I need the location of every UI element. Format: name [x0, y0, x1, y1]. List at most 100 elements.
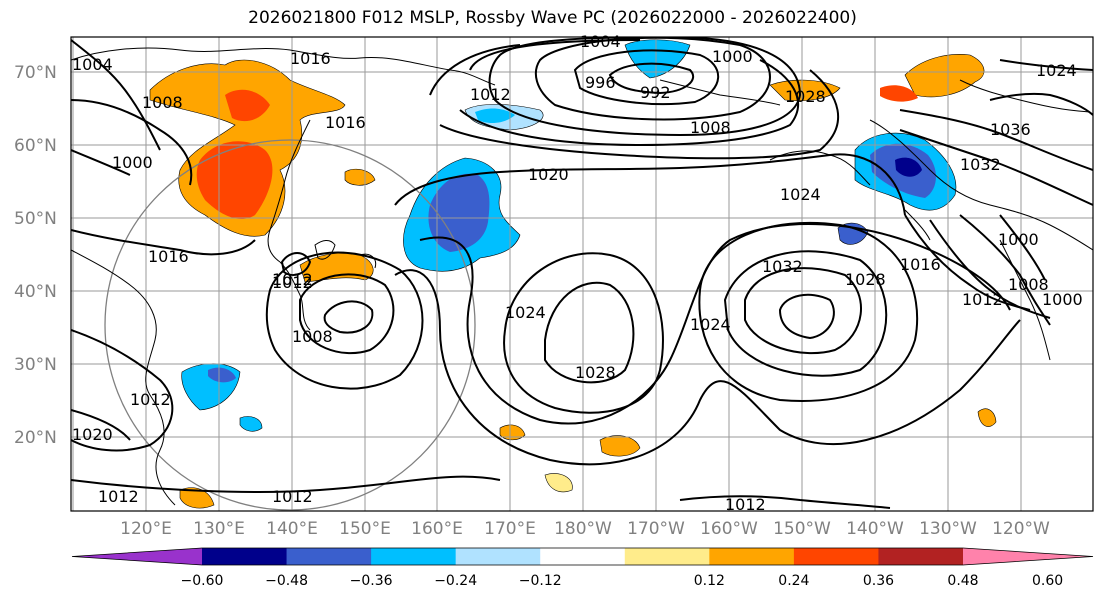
lon-label: 160°E	[411, 519, 463, 539]
isobar-1012-japan	[299, 273, 395, 355]
colorbar-extend-low	[72, 548, 202, 565]
isobar-1028-east	[723, 250, 888, 377]
isobar-1004-asia	[71, 39, 161, 151]
colorbar-segment	[455, 548, 541, 565]
isobar-1012-asia	[71, 329, 174, 452]
colorbar-segment	[878, 548, 964, 565]
contour-label: 1016	[290, 49, 331, 68]
lon-label: 120°E	[120, 519, 172, 539]
contour-label: 1012	[272, 273, 313, 292]
contour-label: 1012	[725, 495, 766, 514]
isobar-1020	[394, 153, 906, 216]
colorbar-segment	[202, 548, 288, 565]
contour-label: 1008	[1008, 275, 1049, 294]
lat-label: 40°N	[14, 282, 57, 302]
contour-label: 1032	[762, 257, 803, 276]
contour-label: 1024	[780, 185, 821, 204]
isobar-1016-na	[904, 214, 1031, 311]
longitude-labels: 120°E 130°E 140°E 150°E 160°E 170°E 180°…	[120, 519, 1050, 539]
colorbar-tick-label: −0.60	[181, 573, 224, 589]
contour-label: 1012	[272, 487, 313, 506]
contour-label: 1012	[470, 85, 511, 104]
lon-label: 120°W	[992, 519, 1050, 539]
contour-label: 1012	[130, 390, 171, 409]
negative-anomaly-bering-core	[475, 108, 515, 123]
lat-label: 20°N	[14, 428, 57, 448]
isobar-1024-na	[999, 59, 1093, 71]
colorbar-tick-label: 0.48	[947, 573, 978, 589]
isobars	[71, 37, 1093, 509]
colorbar-segment	[540, 548, 626, 565]
positive-anomaly-tropical-3	[544, 473, 573, 493]
lon-label: 170°E	[484, 519, 536, 539]
colorbar-tick-label: 0.24	[778, 573, 809, 589]
colorbar-tick-label: 0.60	[1032, 573, 1063, 589]
positive-anomaly-philippines	[179, 487, 215, 509]
lat-label: 30°N	[14, 355, 57, 375]
isobar-1028-na	[899, 109, 1093, 171]
strong-negative-nw-pacific	[428, 173, 490, 252]
isobar-992	[608, 62, 695, 95]
isobar-1008	[459, 39, 800, 147]
contour-label: 1004	[580, 32, 621, 51]
positive-anomaly-tropical-1	[499, 424, 526, 441]
lon-label: 160°W	[700, 519, 758, 539]
isobar-996	[573, 49, 720, 105]
colorbar-tick-label: 0.12	[694, 573, 725, 589]
isobar-1000-na	[999, 214, 1046, 281]
contour-label: 1008	[142, 93, 183, 112]
contour-label: 1016	[148, 247, 189, 266]
colorbar-segment	[709, 548, 795, 565]
contour-label: 1012	[272, 270, 313, 289]
isobar-1028-west	[544, 281, 635, 384]
contour-label: 1000	[998, 230, 1039, 249]
lon-label: 170°W	[627, 519, 685, 539]
strong-negative-philippine-sea	[208, 367, 236, 383]
positive-anomaly-north-asia	[225, 89, 270, 122]
chart-title: 2026021800 F012 MSLP, Rossby Wave PC (20…	[248, 8, 857, 28]
colorbar-tick-label: −0.36	[350, 573, 393, 589]
contour-label: 1024	[1036, 61, 1077, 80]
colorbar-tick-label: −0.24	[434, 573, 477, 589]
negative-anomaly-small-1	[239, 416, 263, 432]
contour-label: 1000	[1042, 290, 1083, 309]
isobar-1008-na	[959, 214, 1051, 326]
colorbar-outline	[71, 547, 1094, 566]
strongest-negative-alaska	[895, 157, 922, 177]
isobar-1020-asia	[71, 409, 131, 441]
isobar-1000-asia	[71, 149, 131, 176]
colorbar-tick-label: −0.48	[265, 573, 308, 589]
isobar-1016-wave	[419, 223, 1011, 425]
contour-label: 1000	[712, 47, 753, 66]
contour-label: 1020	[528, 165, 569, 184]
isobar-1032	[744, 267, 862, 355]
contour-label: 1024	[505, 303, 546, 322]
contour-label: 996	[585, 73, 616, 92]
lon-label: 140°E	[266, 519, 318, 539]
positive-anomaly-canada	[904, 54, 985, 98]
isobar-1036	[778, 293, 835, 340]
colorbar-tick-label: 0.36	[863, 573, 894, 589]
contour-label: 1028	[845, 270, 886, 289]
colorbar-segment	[371, 548, 457, 565]
lat-label: 60°N	[14, 136, 57, 156]
lat-label: 70°N	[14, 63, 57, 83]
plot-frame	[70, 36, 1094, 512]
isobar-1012-na	[929, 219, 1051, 319]
isobar-1008-asia	[71, 99, 193, 186]
lat-label: 50°N	[14, 209, 57, 229]
contour-labels: 1004 1016 1008 1012 1004 1000 996 992 10…	[72, 32, 1083, 514]
colorbar-segment	[793, 548, 879, 565]
reference-circle	[104, 139, 476, 511]
contour-label: 1012	[98, 487, 139, 506]
contour-label: 1016	[325, 113, 366, 132]
coastlines	[71, 47, 1093, 506]
contour-label: 1028	[575, 363, 616, 382]
lon-label: 180°W	[554, 519, 612, 539]
contour-label: 1016	[900, 255, 941, 274]
contour-label: 1012	[962, 290, 1003, 309]
contour-label: 1008	[690, 118, 731, 137]
isobar-1024-west	[503, 252, 664, 414]
strong-positive-canada	[880, 85, 918, 102]
